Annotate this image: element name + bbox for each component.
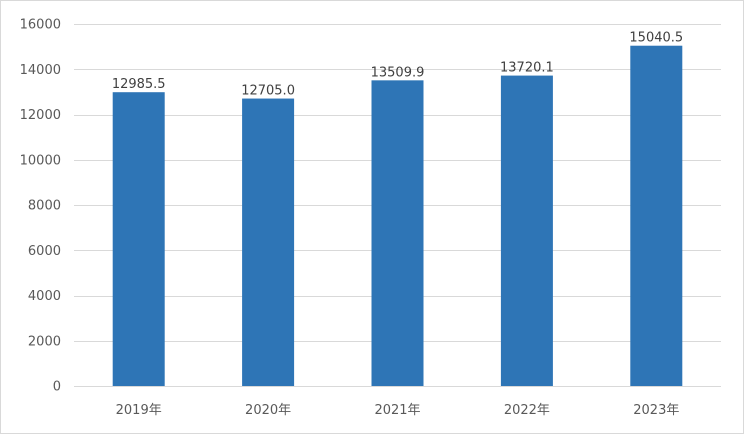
y-tick-label: 4000 [28, 289, 61, 304]
y-tick-label: 2000 [28, 334, 61, 349]
y-tick-label: 14000 [20, 63, 61, 78]
bar [371, 80, 424, 387]
data-label: 12985.5 [112, 77, 166, 92]
y-tick-label: 16000 [20, 18, 61, 33]
y-tick-label: 10000 [20, 153, 61, 168]
y-tick-label: 8000 [28, 199, 61, 214]
y-tick-label: 0 [53, 380, 61, 395]
bars [112, 45, 683, 387]
data-label: 15040.5 [629, 31, 683, 46]
x-tick-label: 2022年 [504, 403, 550, 418]
bar [500, 75, 553, 387]
x-tick-label: 2019年 [116, 403, 162, 418]
data-label: 12705.0 [241, 84, 295, 99]
bar [242, 98, 295, 386]
data-label: 13509.9 [371, 65, 425, 80]
data-labels: 12985.5 12705.0 13509.9 13720.1 15040.5 [112, 31, 683, 99]
x-axis-ticks: 2019年 2020年 2021年 2022年 2023年 [116, 403, 680, 418]
x-tick-label: 2020年 [245, 403, 291, 418]
x-tick-label: 2023年 [633, 403, 679, 418]
y-tick-label: 12000 [20, 108, 61, 123]
bar [112, 92, 165, 386]
y-axis-ticks: 0 2000 4000 6000 8000 10000 12000 14000 16000 [20, 18, 61, 395]
bar [630, 45, 683, 387]
data-label: 13720.1 [500, 61, 554, 76]
y-tick-label: 6000 [28, 244, 61, 259]
x-tick-label: 2021年 [374, 403, 420, 418]
